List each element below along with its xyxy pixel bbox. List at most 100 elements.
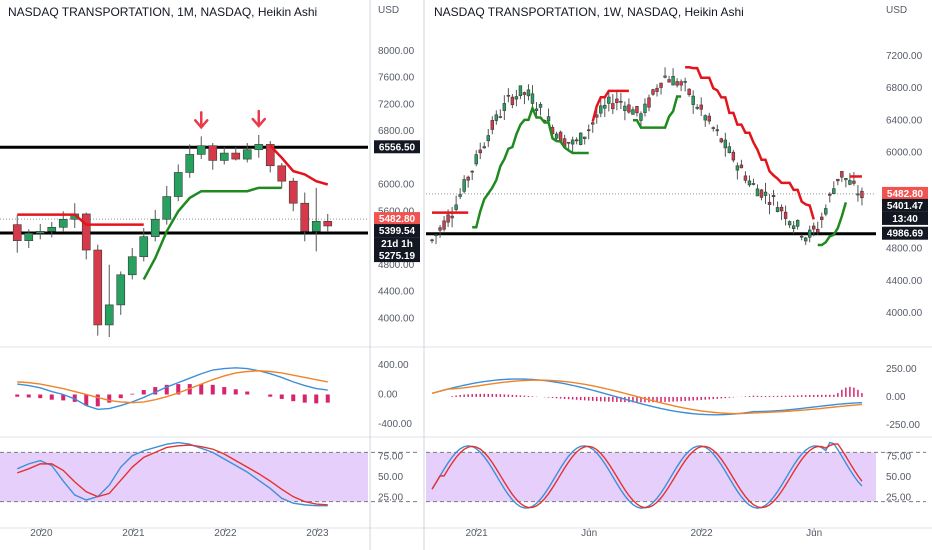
candle <box>196 145 206 155</box>
time-tick-label: Jun <box>806 528 822 539</box>
candle <box>639 113 643 121</box>
candle <box>478 149 482 154</box>
candle <box>603 104 607 109</box>
candle <box>47 227 57 232</box>
candle <box>510 96 515 106</box>
price-tag-label: 5399.54 <box>379 226 416 237</box>
macd-signal-line <box>17 370 328 404</box>
macd-line <box>17 367 328 411</box>
candle <box>454 204 458 210</box>
candle <box>779 206 784 212</box>
candle <box>791 225 796 229</box>
candle <box>771 195 776 198</box>
candle <box>832 188 836 194</box>
candle <box>538 104 543 108</box>
price-tick-label: 4400.00 <box>886 276 923 287</box>
stochastic-tick-label: 25.00 <box>378 493 403 504</box>
stochastic-tick-label: 75.00 <box>886 452 911 463</box>
price-tag <box>374 249 420 263</box>
trailing-stop-red <box>17 213 144 226</box>
price-tick-label: 7200.00 <box>886 51 923 62</box>
macd-tick-label: 250.00 <box>886 364 917 375</box>
price-tag-label: 5482.80 <box>887 189 924 200</box>
candle <box>767 201 772 205</box>
candle <box>795 219 800 227</box>
candle <box>687 88 691 96</box>
stochastic-tick-label: 50.00 <box>886 472 911 483</box>
candle <box>719 138 724 143</box>
candle <box>715 129 720 132</box>
candle <box>574 139 579 142</box>
price-tag-label: 5482.80 <box>379 214 416 225</box>
price-tick-label: 6800.00 <box>886 83 923 94</box>
candle <box>848 180 852 185</box>
candle <box>514 96 519 100</box>
candle <box>807 229 812 238</box>
candle <box>127 256 137 276</box>
right-chart-pane[interactable]: NASDAQ TRANSPORTATION, 1W, NASDAQ, Heiki… <box>426 5 932 539</box>
candle <box>755 188 760 197</box>
stochastic-k-line <box>16 441 328 507</box>
candle <box>208 145 218 161</box>
price-tick-label: 6400.00 <box>886 115 923 126</box>
candle <box>591 122 595 125</box>
price-tag-label: 4986.69 <box>887 229 924 240</box>
left-currency-label: USD <box>378 5 399 16</box>
candle <box>139 236 149 258</box>
candle <box>751 183 756 185</box>
trailing-stop-red <box>685 66 815 220</box>
left-time-axis[interactable]: 2020 2021 2022 2023 <box>30 528 329 539</box>
candle <box>498 116 503 118</box>
price-tag <box>374 237 420 251</box>
candle <box>743 175 748 181</box>
candle <box>254 144 264 151</box>
candle <box>265 144 275 167</box>
price-tag-label: 5401.47 <box>887 201 924 212</box>
candle <box>803 237 808 242</box>
candle <box>506 94 511 97</box>
candle <box>824 208 828 215</box>
candle <box>731 151 736 161</box>
trailing-stop-green <box>472 104 589 229</box>
price-tag <box>374 212 420 226</box>
candle <box>595 114 599 118</box>
time-tick-label: 2020 <box>30 528 53 539</box>
candle <box>434 234 438 237</box>
candle <box>104 304 114 326</box>
candle <box>558 131 563 142</box>
left-chart-pane[interactable]: NASDAQ TRANSPORTATION, 1M, NASDAQ, Heiki… <box>0 5 428 539</box>
candle <box>35 231 45 234</box>
candle <box>231 152 241 160</box>
down-arrow-marker <box>194 111 209 130</box>
candle <box>173 172 183 197</box>
candle <box>739 164 744 169</box>
candle <box>615 98 619 104</box>
trailing-stop-green <box>142 186 282 281</box>
candle <box>578 132 583 145</box>
candle <box>450 215 454 219</box>
candle <box>651 89 655 95</box>
right-time-axis[interactable]: 2021 Jun 2022 Jun <box>466 528 823 539</box>
right-price-axis[interactable]: 7200.00 6800.00 6400.00 6000.00 4800.00 4400.… <box>882 51 928 504</box>
candle <box>12 224 22 241</box>
trailing-stop-red <box>269 144 329 186</box>
macd-tick-label: 0.00 <box>378 389 398 400</box>
candle <box>647 97 651 108</box>
time-tick-label: 2022 <box>691 528 714 539</box>
left-price-axis[interactable]: 8000.00 7600.00 7200.00 6800.00 6000.00 5600.… <box>374 46 420 504</box>
candle <box>81 213 91 251</box>
macd-tick-label: -400.00 <box>378 419 412 430</box>
candle <box>775 207 780 212</box>
time-tick-label: 2021 <box>122 528 145 539</box>
candle <box>691 95 695 105</box>
candle <box>587 129 591 132</box>
price-tick-label: 8000.00 <box>378 46 415 57</box>
time-tick-label: Jun <box>581 528 597 539</box>
candle <box>840 171 844 178</box>
candle <box>554 133 559 139</box>
price-tick-label: 4000.00 <box>378 313 415 324</box>
candle <box>860 190 864 199</box>
candle <box>185 154 195 173</box>
candle <box>623 105 627 111</box>
price-tick-label: 4400.00 <box>378 287 415 298</box>
